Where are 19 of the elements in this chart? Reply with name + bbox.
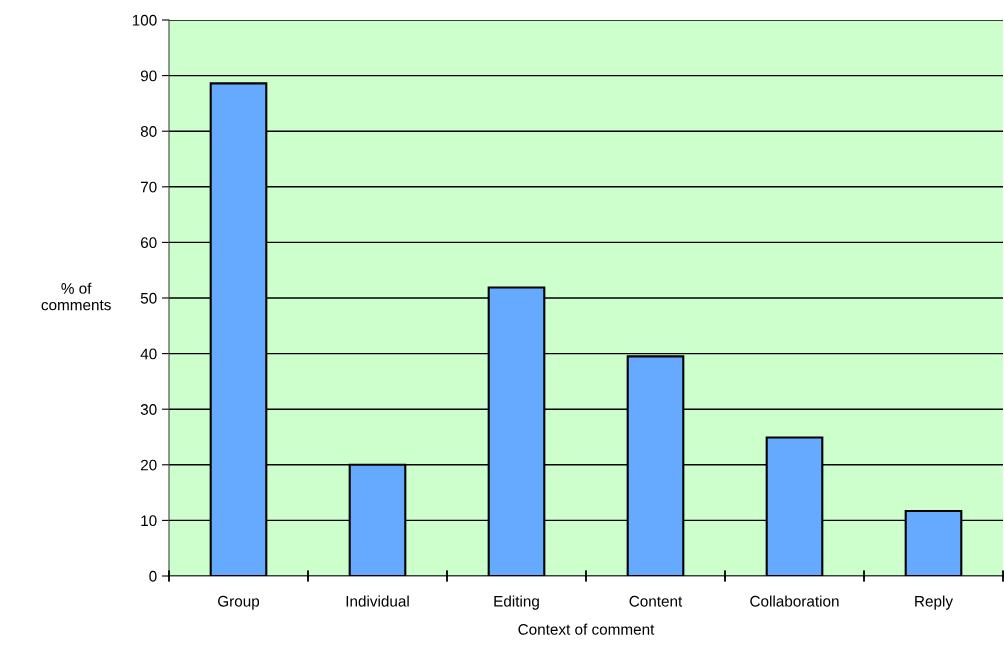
x-tick-label: Individual — [346, 595, 409, 607]
y-axis-title: % of comments — [41, 282, 111, 311]
y-tick-label: 70 — [140, 181, 157, 193]
y-tick-label: 30 — [140, 404, 157, 415]
x-tick-label: Content — [629, 595, 683, 607]
y-tick-label: 80 — [140, 126, 157, 137]
x-tick-label: Group — [218, 595, 260, 610]
x-tick-label: Editing — [494, 595, 539, 610]
y-tick-label: 50 — [140, 292, 157, 304]
y-tick-label: 40 — [140, 348, 157, 360]
y-tick-label: 100 — [132, 14, 157, 26]
x-tick-label: Reply — [915, 595, 953, 610]
x-axis-title: Context of comment — [518, 623, 655, 635]
y-tick-label: 20 — [140, 459, 157, 471]
x-tick-label: Collaboration — [750, 595, 839, 607]
y-tick-label: 60 — [140, 237, 157, 249]
y-tick-label: 10 — [141, 515, 157, 527]
y-tick-label: 90 — [140, 70, 157, 82]
y-tick-label: 0 — [149, 570, 157, 582]
